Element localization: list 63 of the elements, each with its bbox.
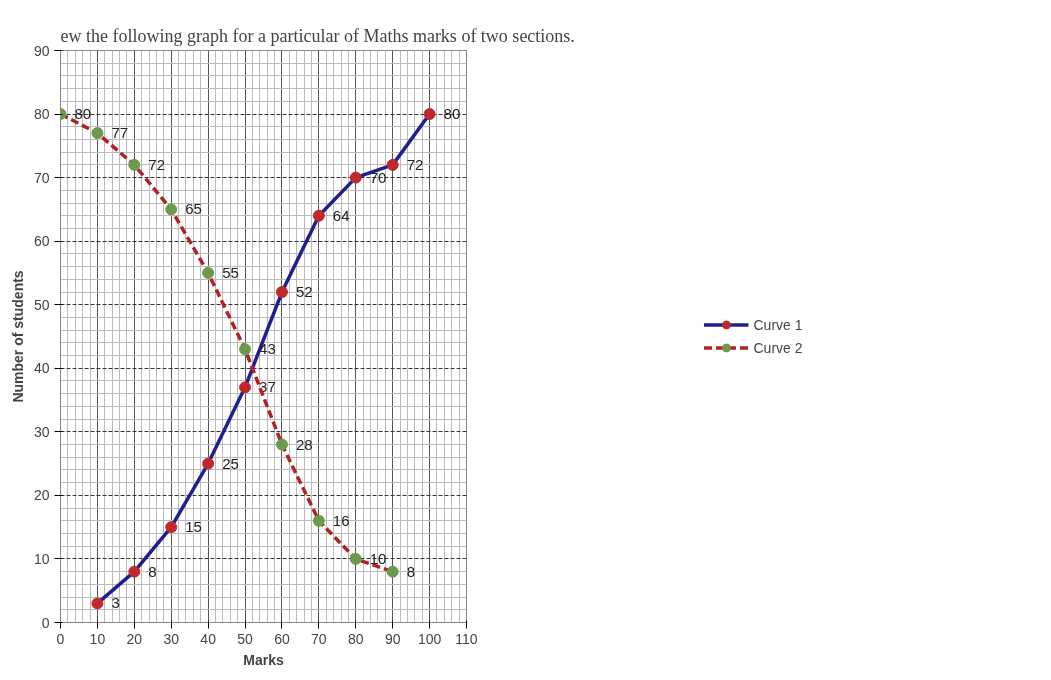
- point: [349, 552, 362, 565]
- y-tick-label: 50: [33, 296, 50, 313]
- point: [423, 108, 436, 121]
- y-tick-label: 0: [41, 614, 50, 631]
- legend-label: Curve 1: [753, 316, 803, 333]
- y-tick-label: 90: [33, 42, 50, 59]
- x-tick-label: 40: [200, 630, 217, 647]
- point: [275, 438, 288, 451]
- point: [128, 565, 141, 578]
- x-tick-label: 20: [126, 630, 143, 647]
- x-tick-label: 10: [89, 630, 106, 647]
- data-label: 80: [74, 105, 92, 123]
- data-label: 70: [369, 168, 387, 186]
- x-tick-label: 60: [274, 630, 290, 647]
- data-label: 15: [185, 518, 202, 536]
- data-label: 3: [111, 594, 120, 612]
- data-label: 65: [185, 200, 202, 218]
- y-tick-label: 60: [33, 233, 50, 250]
- x-tick-label: 80: [347, 630, 364, 647]
- point: [202, 266, 215, 279]
- point: [91, 127, 104, 140]
- x-tick-label: 50: [237, 630, 254, 647]
- y-axis-title: Number of students: [9, 270, 26, 403]
- point: [312, 209, 325, 222]
- y-tick-label: 40: [33, 360, 50, 377]
- data-label: 16: [332, 511, 350, 529]
- data-label: 8: [406, 562, 416, 580]
- data-label: 77: [111, 124, 129, 142]
- point: [349, 171, 362, 184]
- data-label: 64: [332, 206, 350, 224]
- point: [91, 597, 104, 610]
- data-label: 55: [222, 263, 239, 281]
- y-tick-label: 20: [33, 487, 50, 504]
- y-tick-label: 70: [33, 169, 50, 186]
- x-tick-label: 110: [455, 630, 478, 647]
- point: [275, 286, 288, 298]
- point: [128, 158, 141, 171]
- x-tick-label: 0: [56, 630, 65, 647]
- point: [386, 565, 399, 578]
- x-tick-label: 30: [163, 630, 180, 647]
- point: [386, 158, 399, 171]
- data-label: 10: [369, 549, 387, 567]
- point: [239, 343, 252, 356]
- point: [239, 381, 252, 394]
- x-axis-title: Marks: [243, 651, 284, 668]
- chart-title: ew the following graph for a particular of Maths marks of two sections.: [60, 25, 575, 46]
- point: [312, 514, 325, 527]
- point: [202, 457, 215, 470]
- point: [165, 203, 178, 216]
- x-tick-label: 100: [417, 630, 442, 647]
- data-label: 72: [148, 155, 166, 173]
- data-label: 52: [295, 283, 313, 301]
- y-tick-label: 80: [33, 106, 50, 123]
- x-tick-label: 70: [311, 630, 327, 647]
- y-tick-label: 10: [33, 550, 50, 567]
- data-label: 25: [222, 454, 239, 472]
- y-tick-label: 30: [33, 423, 50, 440]
- data-label: 72: [406, 155, 424, 173]
- x-tick-label: 90: [384, 630, 401, 647]
- data-label: 8: [148, 562, 157, 580]
- data-label: 28: [295, 435, 313, 453]
- point: [165, 521, 178, 534]
- legend-label: Curve 2: [753, 339, 803, 356]
